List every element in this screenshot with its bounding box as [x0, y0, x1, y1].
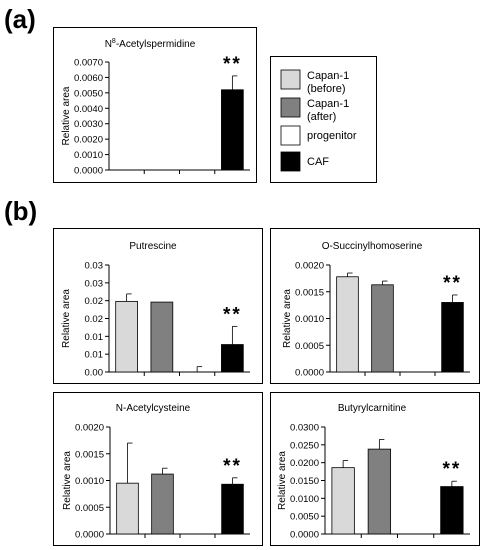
significance-marker: ** [223, 54, 242, 75]
y-tick-label: 0.0005 [295, 341, 324, 352]
legend-label-1: Capan-1 (after) [307, 98, 349, 123]
y-axis-label: Relative area [61, 86, 72, 145]
panel-label-b: (b) [4, 196, 38, 226]
significance-marker: ** [223, 456, 242, 477]
bar-3 [441, 302, 464, 373]
y-tick-label: 0.02 [85, 314, 104, 325]
chart-title: Putrescine [129, 241, 177, 252]
bar-0 [336, 276, 359, 373]
y-tick-label: 0.0050 [74, 88, 103, 99]
bar-1 [371, 284, 394, 373]
y-tick-label: 0.00 [85, 368, 104, 379]
y-tick-label: 0.0020 [75, 423, 104, 434]
bar-3 [221, 483, 244, 535]
legend: Capan-1 (before) Capan-1 (after) progenitor C… [280, 69, 357, 172]
bar-3 [440, 486, 464, 535]
y-tick-label: 0.0000 [74, 166, 103, 177]
chart-putrescine: Putrescine 0.00 0.01 0.01 0.02 0.02 0.03 0.03 Re… [61, 241, 250, 379]
y-tick-label: 0.0010 [75, 476, 104, 487]
y-tick-label: 0.0020 [74, 135, 103, 146]
y-tick-label: 0.0070 [74, 58, 103, 69]
legend-label-2: progenitor [307, 130, 357, 142]
y-tick-label: 0.0050 [290, 512, 319, 523]
y-tick-label: 0.0030 [74, 119, 103, 130]
y-tick-label: 0.01 [85, 332, 104, 343]
bar-0 [115, 300, 138, 373]
chart-title: N-Acetylcysteine [116, 403, 191, 414]
y-tick-label: 0.0200 [290, 458, 319, 469]
legend-swatch-3 [280, 151, 301, 172]
y-tick-label: 0.0015 [295, 287, 324, 298]
chart-acetylspermidine: N8-Acetylspermidine 0.0000 0.0010 0.0020 0.0… [61, 38, 250, 177]
y-tick-label: 0.0000 [295, 368, 324, 379]
bar-1 [367, 448, 392, 535]
y-axis-label: Relative area [277, 451, 288, 510]
y-tick-label: 0.0000 [290, 530, 319, 541]
chart-acetylcysteine: N-Acetylcysteine 0.0000 0.0005 0.0010 0.0015… [62, 403, 250, 541]
chart-succinylhomoserine: O-Succinylhomoserine 0.0000 0.0005 0.0010 0.… [282, 241, 470, 379]
y-tick-label: 0.01 [85, 350, 104, 361]
y-tick-label: 0.0015 [75, 449, 104, 460]
y-tick-label: 0.03 [85, 261, 104, 272]
y-tick-label: 0.0300 [290, 423, 319, 434]
y-tick-label: 0.0005 [75, 503, 104, 514]
y-axis-label: Relative area [62, 451, 73, 510]
y-tick-label: 0.0250 [290, 440, 319, 451]
y-tick-label: 0.0010 [295, 314, 324, 325]
bar-3 [221, 89, 244, 171]
bar-1 [150, 301, 174, 373]
legend-swatch-1 [280, 97, 301, 118]
bar-0 [331, 467, 355, 535]
significance-marker: ** [442, 459, 461, 480]
y-tick-label: 0.0020 [295, 261, 324, 272]
bar-3 [221, 344, 244, 373]
y-tick-label: 0.0150 [290, 476, 319, 487]
y-tick-label: 0.0100 [290, 494, 319, 505]
legend-swatch-2 [280, 125, 301, 146]
y-tick-label: 0.02 [85, 296, 104, 307]
bar-1 [151, 473, 174, 535]
y-tick-label: 0.0060 [74, 73, 103, 84]
y-tick-label: 0.0000 [75, 530, 104, 541]
significance-marker: ** [443, 273, 462, 294]
chart-butyrylcarnitine: Butyrylcarnitine 0.0000 0.0050 0.0100 0.0150… [277, 403, 470, 541]
legend-label-0: Capan-1 (before) [307, 70, 349, 95]
y-tick-label: 0.0040 [74, 104, 103, 115]
y-axis-label: Relative area [282, 289, 293, 348]
y-tick-label: 0.03 [85, 278, 104, 289]
significance-marker: ** [223, 304, 242, 325]
legend-label-3: CAF [307, 156, 329, 168]
chart-title: Butyrylcarnitine [338, 403, 407, 414]
y-axis-label: Relative area [61, 289, 72, 348]
legend-swatch-0 [280, 69, 301, 90]
bar-0 [116, 482, 139, 535]
chart-title: N8-Acetylspermidine [105, 38, 196, 50]
panel-label-a: (a) [4, 4, 36, 34]
y-tick-label: 0.0010 [74, 150, 103, 161]
chart-title: O-Succinylhomoserine [322, 241, 423, 252]
